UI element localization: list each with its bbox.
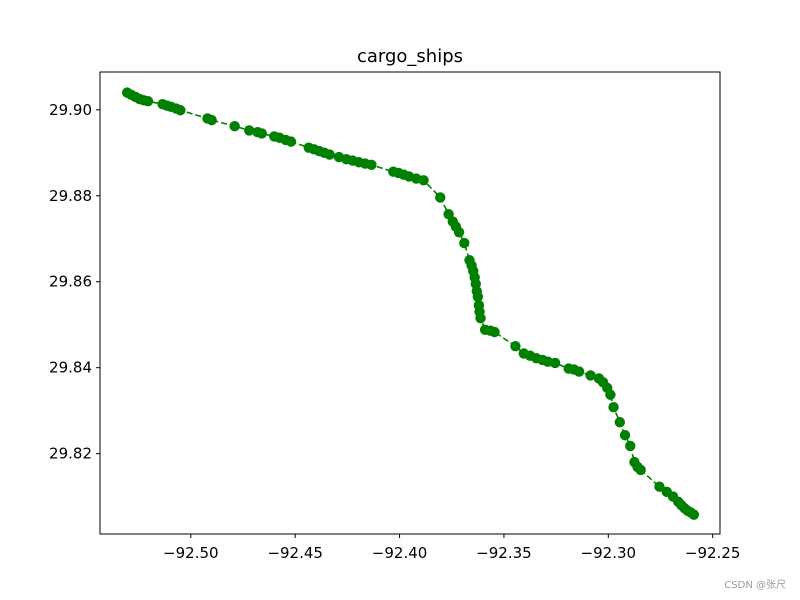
data-point [285,136,297,147]
data-point [175,105,186,116]
y-tick-label: 29.82 [49,445,92,463]
x-tick-label: −92.40 [372,544,428,562]
data-point [510,340,521,352]
data-point [435,192,446,203]
data-point [549,357,561,369]
y-tick-label: 29.84 [49,359,92,377]
y-tick-label: 29.90 [49,101,92,119]
data-point [619,429,631,441]
data-point [654,481,665,492]
y-axis: 29.82 29.84 29.86 29.88 29.90 [49,101,100,463]
series-line [126,91,695,516]
data-point [585,370,596,381]
data-point [324,149,335,160]
x-tick-label: −92.25 [685,544,741,562]
data-point [256,128,267,139]
y-tick-label: 29.86 [49,273,92,291]
data-point [142,96,154,107]
x-tick-label: −92.45 [267,544,323,562]
plot-series-points [121,87,700,520]
data-point [206,114,217,126]
x-tick-label: −92.35 [476,544,532,562]
x-tick-label: −92.30 [581,544,637,562]
data-point [453,227,465,238]
data-point [475,313,486,324]
data-point [688,509,700,520]
chart-title: cargo_ships [357,46,463,67]
data-point [418,175,429,186]
plot-frame [99,71,721,535]
data-point [635,464,646,476]
data-point [244,125,255,136]
data-point [608,402,619,413]
watermark: CSDN @张尺 [724,580,786,591]
data-point [366,159,377,171]
x-axis: −92.50 −92.45 −92.40 −92.35 −92.30 −92.25 [163,534,740,562]
data-point [605,389,616,400]
y-tick-label: 29.88 [49,187,92,205]
x-tick-label: −92.50 [163,544,219,562]
data-point [459,237,470,249]
plot-series-lines [126,91,695,516]
data-point [614,417,625,428]
data-point [489,326,500,338]
data-point [625,440,636,452]
data-point [472,291,484,302]
data-point [573,366,585,377]
data-point [229,120,240,132]
